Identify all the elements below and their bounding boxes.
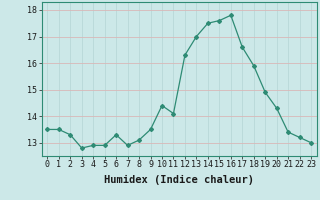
X-axis label: Humidex (Indice chaleur): Humidex (Indice chaleur): [104, 175, 254, 185]
